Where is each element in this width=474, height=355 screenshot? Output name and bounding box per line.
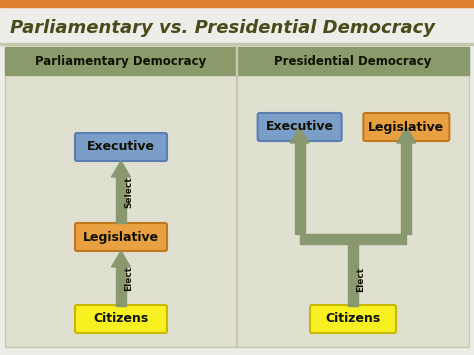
Text: Citizens: Citizens [325, 312, 381, 326]
Bar [116, 177, 126, 223]
Text: Parliamentary Democracy: Parliamentary Democracy [36, 55, 207, 67]
Bar [0, 43, 474, 45]
Text: Executive: Executive [265, 120, 334, 133]
Bar [116, 267, 126, 306]
Bar [5, 47, 469, 75]
FancyBboxPatch shape [258, 113, 342, 141]
Text: Parliamentary vs. Presidential Democracy: Parliamentary vs. Presidential Democracy [10, 19, 435, 37]
Bar [300, 234, 406, 244]
Text: Presidential Democracy: Presidential Democracy [274, 55, 432, 67]
FancyBboxPatch shape [75, 305, 167, 333]
FancyBboxPatch shape [75, 223, 167, 251]
Bar [348, 239, 358, 306]
Polygon shape [111, 251, 130, 267]
FancyBboxPatch shape [310, 305, 396, 333]
Text: Elect: Elect [125, 266, 134, 290]
Polygon shape [397, 127, 416, 143]
Text: Elect: Elect [356, 267, 365, 291]
Bar [295, 143, 305, 234]
FancyBboxPatch shape [75, 133, 167, 161]
Polygon shape [111, 161, 130, 177]
Text: Executive: Executive [87, 141, 155, 153]
Text: Citizens: Citizens [93, 312, 149, 326]
FancyBboxPatch shape [364, 113, 449, 141]
Text: Legislative: Legislative [368, 120, 445, 133]
Text: Select: Select [125, 176, 134, 208]
Text: Legislative: Legislative [83, 230, 159, 244]
FancyBboxPatch shape [5, 47, 469, 347]
Bar [401, 143, 411, 234]
Bar [0, 0, 474, 7]
Polygon shape [290, 127, 309, 143]
